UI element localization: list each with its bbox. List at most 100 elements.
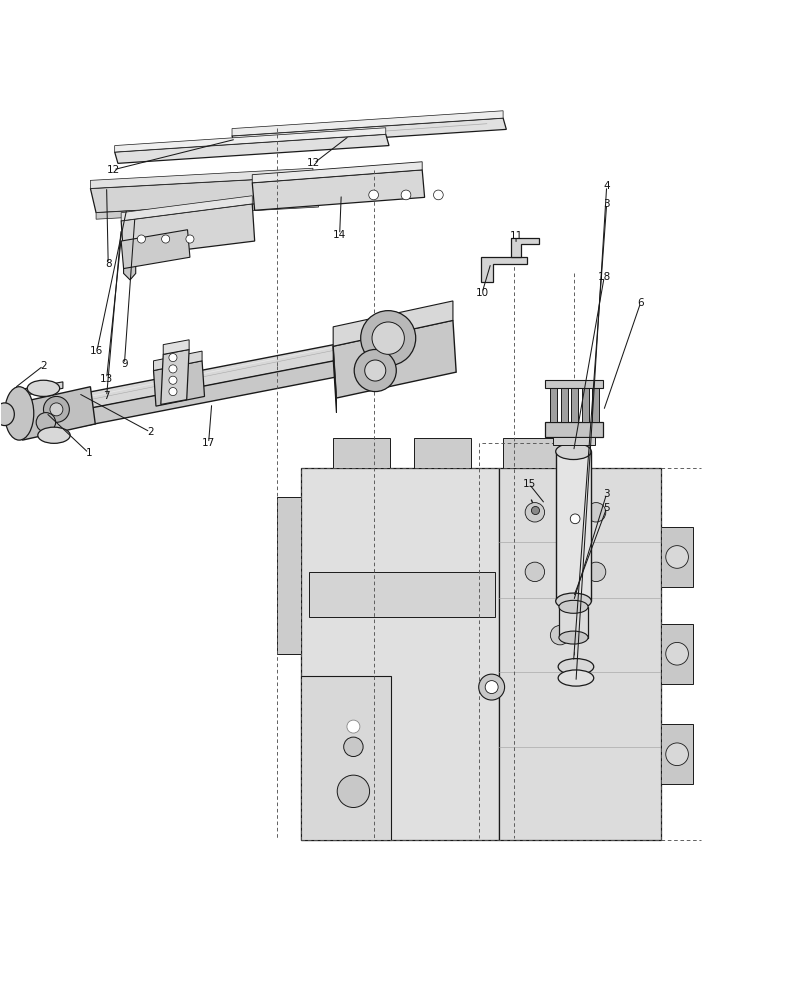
Polygon shape	[114, 128, 385, 152]
Polygon shape	[544, 422, 603, 437]
Circle shape	[665, 546, 688, 568]
Polygon shape	[300, 468, 498, 840]
Polygon shape	[591, 388, 599, 422]
Text: 8: 8	[105, 259, 111, 269]
Circle shape	[346, 720, 359, 733]
Polygon shape	[34, 338, 453, 435]
Circle shape	[337, 775, 369, 808]
Text: 13: 13	[100, 374, 113, 384]
Ellipse shape	[557, 670, 593, 686]
Text: 3: 3	[603, 489, 609, 499]
Text: 5: 5	[603, 503, 609, 513]
Text: 18: 18	[597, 272, 610, 282]
Polygon shape	[552, 437, 594, 445]
Polygon shape	[232, 111, 503, 136]
Circle shape	[354, 349, 396, 392]
Polygon shape	[123, 257, 135, 280]
Polygon shape	[121, 230, 190, 269]
Polygon shape	[414, 438, 470, 468]
Circle shape	[186, 235, 194, 243]
Polygon shape	[96, 201, 318, 219]
Polygon shape	[34, 322, 453, 419]
Circle shape	[161, 235, 169, 243]
Circle shape	[525, 562, 544, 582]
Circle shape	[364, 360, 385, 381]
Circle shape	[371, 322, 404, 354]
Circle shape	[169, 376, 177, 384]
Polygon shape	[277, 497, 300, 654]
Circle shape	[169, 388, 177, 396]
Circle shape	[569, 514, 579, 524]
Polygon shape	[581, 388, 588, 422]
Polygon shape	[252, 162, 422, 183]
Polygon shape	[570, 388, 577, 422]
Circle shape	[401, 190, 410, 200]
Polygon shape	[161, 349, 189, 405]
Circle shape	[368, 190, 378, 200]
Circle shape	[530, 506, 539, 515]
Polygon shape	[114, 134, 388, 163]
Circle shape	[44, 396, 69, 422]
Polygon shape	[333, 346, 336, 413]
Circle shape	[50, 403, 62, 416]
Circle shape	[433, 190, 443, 200]
Text: 17: 17	[202, 438, 215, 448]
Polygon shape	[549, 388, 556, 422]
Polygon shape	[511, 238, 538, 257]
Polygon shape	[558, 607, 587, 638]
Text: 12: 12	[106, 165, 119, 175]
Circle shape	[137, 235, 145, 243]
Polygon shape	[660, 527, 693, 587]
Text: 1: 1	[85, 448, 92, 458]
Polygon shape	[90, 176, 318, 213]
Ellipse shape	[558, 631, 587, 644]
Circle shape	[169, 354, 177, 362]
Circle shape	[525, 503, 544, 522]
Text: 2: 2	[147, 427, 153, 437]
Ellipse shape	[557, 659, 593, 675]
Circle shape	[665, 743, 688, 766]
Polygon shape	[333, 438, 389, 468]
Ellipse shape	[28, 380, 59, 396]
Circle shape	[169, 365, 177, 373]
Circle shape	[343, 737, 363, 757]
Polygon shape	[660, 724, 693, 784]
Polygon shape	[121, 204, 255, 257]
Ellipse shape	[0, 403, 15, 426]
Circle shape	[550, 625, 569, 645]
Polygon shape	[18, 387, 95, 440]
Polygon shape	[121, 196, 252, 221]
Text: 2: 2	[40, 361, 47, 371]
Text: 16: 16	[90, 346, 103, 356]
Text: 12: 12	[307, 158, 320, 168]
Polygon shape	[555, 451, 590, 601]
Text: 10: 10	[475, 288, 488, 298]
Text: 3: 3	[603, 199, 609, 209]
Ellipse shape	[5, 387, 34, 440]
Polygon shape	[333, 301, 453, 346]
Ellipse shape	[555, 593, 590, 609]
Ellipse shape	[558, 600, 587, 613]
Circle shape	[360, 311, 415, 366]
Polygon shape	[560, 388, 567, 422]
Polygon shape	[252, 170, 424, 210]
Polygon shape	[544, 380, 603, 388]
Text: 9: 9	[121, 359, 127, 369]
Text: 4: 4	[603, 181, 609, 191]
Text: 6: 6	[637, 298, 643, 308]
Polygon shape	[481, 257, 526, 282]
Polygon shape	[90, 168, 312, 188]
Polygon shape	[153, 351, 202, 371]
Text: 11: 11	[508, 231, 522, 241]
Ellipse shape	[38, 427, 70, 443]
Polygon shape	[503, 438, 559, 468]
Ellipse shape	[555, 443, 590, 460]
Polygon shape	[660, 624, 693, 684]
Polygon shape	[498, 468, 660, 840]
Circle shape	[586, 562, 605, 582]
Circle shape	[478, 674, 504, 700]
Circle shape	[485, 681, 497, 694]
Polygon shape	[163, 340, 189, 354]
Circle shape	[665, 642, 688, 665]
Text: 7: 7	[103, 391, 109, 401]
